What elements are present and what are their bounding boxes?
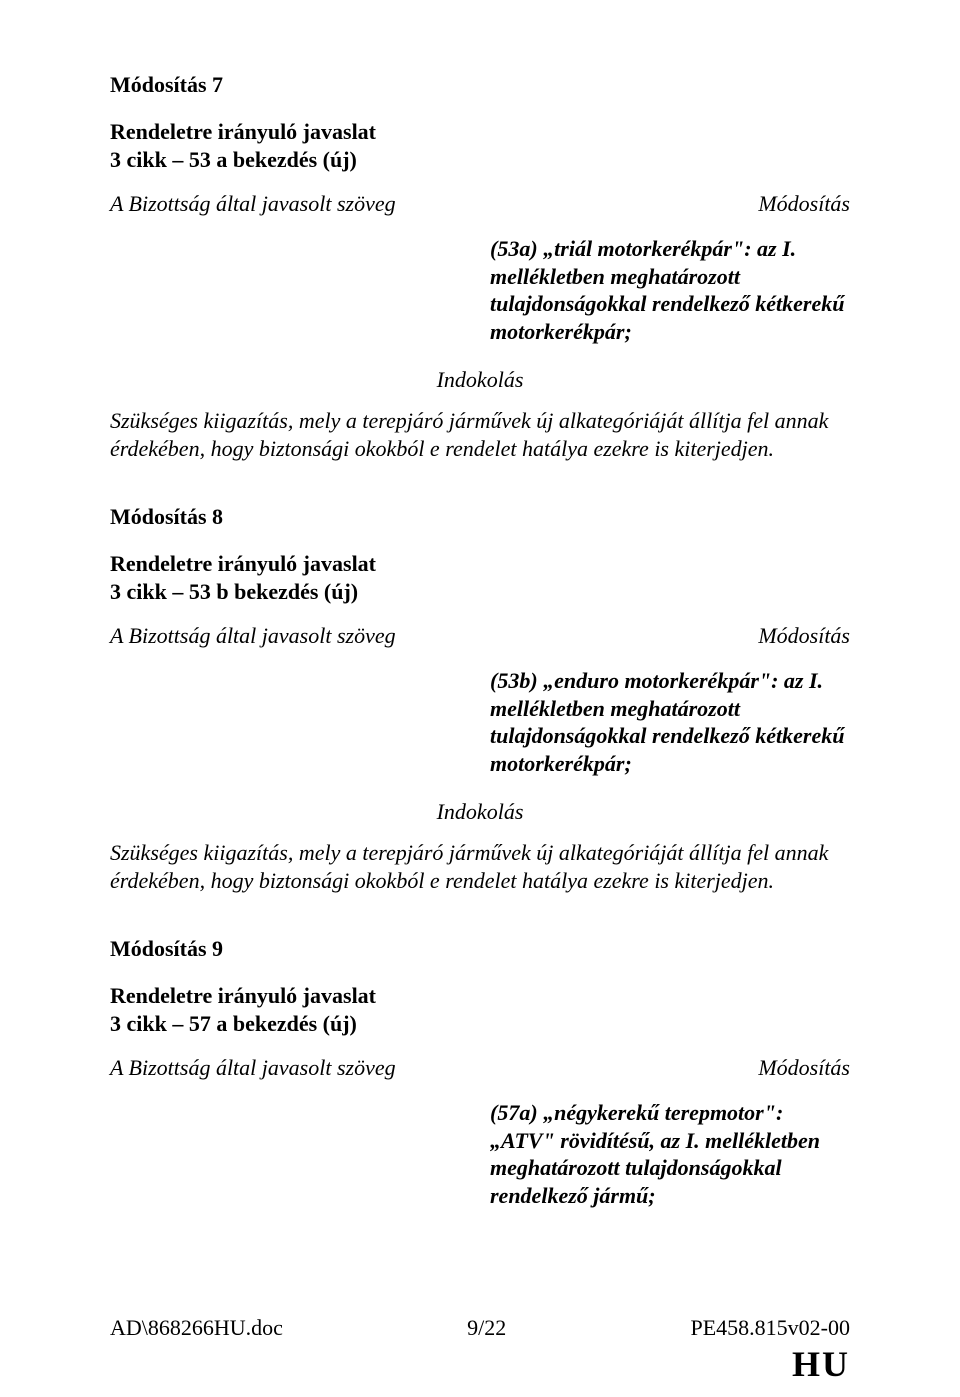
mod9-row: A Bizottság által javasolt szöveg Módosí…	[110, 1055, 850, 1081]
mod8-sub-line2: 3 cikk – 53 b bekezdés (új)	[110, 579, 358, 604]
mod7-left-label: A Bizottság által javasolt szöveg	[110, 191, 396, 217]
mod9-sub-line1: Rendeletre irányuló javaslat	[110, 983, 376, 1008]
mod9-sub: Rendeletre irányuló javaslat 3 cikk – 57…	[110, 982, 850, 1037]
mod7-title: Módosítás 7	[110, 72, 850, 98]
mod7-para: Szükséges kiigazítás, mely a terepjáró j…	[110, 407, 850, 462]
spacer	[110, 894, 850, 936]
footer-left: AD\868266HU.doc	[110, 1315, 283, 1341]
mod7-sub-line1: Rendeletre irányuló javaslat	[110, 119, 376, 144]
hu-label: HU	[792, 1343, 850, 1385]
mod8-sub: Rendeletre irányuló javaslat 3 cikk – 53…	[110, 550, 850, 605]
footer-center: 9/22	[467, 1315, 506, 1341]
mod8-indokolas: Indokolás	[110, 799, 850, 825]
mod9-title: Módosítás 9	[110, 936, 850, 962]
mod7-sub: Rendeletre irányuló javaslat 3 cikk – 53…	[110, 118, 850, 173]
mod7-sub-line2: 3 cikk – 53 a bekezdés (új)	[110, 147, 357, 172]
page: Módosítás 7 Rendeletre irányuló javaslat…	[0, 0, 960, 1397]
mod8-para: Szükséges kiigazítás, mely a terepjáró j…	[110, 839, 850, 894]
mod7-row: A Bizottság által javasolt szöveg Módosí…	[110, 191, 850, 217]
mod8-right-label: Módosítás	[758, 623, 850, 649]
spacer	[110, 462, 850, 504]
mod9-left-label: A Bizottság által javasolt szöveg	[110, 1055, 396, 1081]
mod8-left-label: A Bizottság által javasolt szöveg	[110, 623, 396, 649]
mod8-title: Módosítás 8	[110, 504, 850, 530]
mod8-row: A Bizottság által javasolt szöveg Módosí…	[110, 623, 850, 649]
mod9-right-label: Módosítás	[758, 1055, 850, 1081]
mod7-indokolas: Indokolás	[110, 367, 850, 393]
mod8-right-text: (53b) „enduro motorkerékpár": az I. mell…	[490, 667, 850, 777]
mod7-right-text: (53a) „triál motorkerékpár": az I. mellé…	[490, 235, 850, 345]
footer: AD\868266HU.doc 9/22 PE458.815v02-00	[110, 1315, 850, 1341]
mod9-sub-line2: 3 cikk – 57 a bekezdés (új)	[110, 1011, 357, 1036]
mod8-sub-line1: Rendeletre irányuló javaslat	[110, 551, 376, 576]
footer-right: PE458.815v02-00	[691, 1315, 851, 1341]
mod7-right-label: Módosítás	[758, 191, 850, 217]
mod9-right-text: (57a) „négykerekű terepmotor": „ATV" röv…	[490, 1099, 850, 1209]
